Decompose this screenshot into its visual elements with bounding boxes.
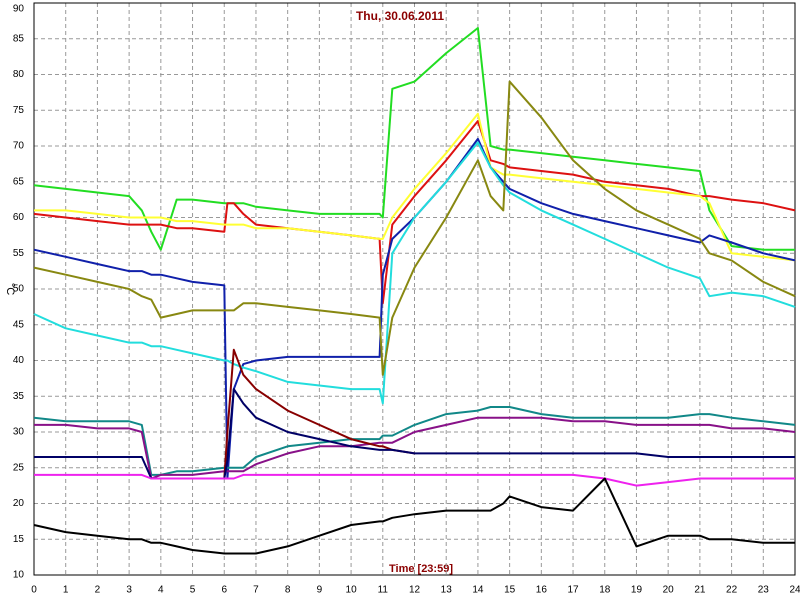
y-tick-label: 35: [13, 391, 25, 402]
x-axis-label: Time [23:59]: [389, 563, 453, 575]
series-line: [33, 27, 795, 251]
x-tick-label: 11: [378, 585, 389, 596]
y-tick-label: 10: [13, 570, 25, 581]
series-line: [34, 112, 796, 262]
y-tick-label: 70: [13, 141, 25, 152]
x-tick-label: 1: [63, 585, 69, 596]
x-tick-label: 10: [346, 585, 358, 596]
series-line: [33, 141, 796, 405]
y-tick-label: 40: [13, 355, 25, 366]
y-tick-label: 20: [13, 498, 25, 509]
y-tick-label: 90: [13, 4, 25, 15]
x-tick-label: 8: [285, 585, 291, 596]
x-tick-label: 13: [441, 585, 453, 596]
x-tick-label: 14: [472, 585, 484, 596]
y-tick-label: 30: [13, 427, 25, 438]
x-tick-label: 19: [631, 585, 643, 596]
x-tick-label: 5: [190, 585, 196, 596]
y-tick-label: 85: [13, 33, 25, 44]
series-line: [33, 137, 796, 480]
y-tick-label: 45: [13, 319, 25, 330]
x-tick-label: 3: [126, 585, 132, 596]
y-tick-label: 15: [13, 534, 25, 545]
x-tick-label: 15: [504, 585, 516, 596]
x-tick-label: 21: [694, 585, 706, 596]
x-tick-label: 4: [158, 585, 164, 596]
x-tick-label: 0: [31, 585, 37, 596]
y-tick-label: 25: [13, 462, 25, 473]
y-tick-label: 50: [13, 284, 25, 295]
chart-title: Thu, 30.06.2011: [356, 9, 444, 23]
x-tick-label: 7: [253, 585, 259, 596]
x-tick-label: 23: [758, 585, 770, 596]
x-tick-label: 12: [409, 585, 421, 596]
series-line: [34, 416, 796, 480]
plot-frame: [33, 2, 796, 576]
x-tick-label: 24: [789, 585, 800, 596]
x-tick-label: 2: [95, 585, 101, 596]
x-tick-label: 9: [317, 585, 323, 596]
series-line: [34, 473, 795, 487]
x-tick-label: 6: [221, 585, 227, 596]
series-line: [33, 477, 795, 555]
x-tick-label: 18: [599, 585, 611, 596]
x-tick-label: 22: [726, 585, 738, 596]
x-tick-label: 16: [536, 585, 548, 596]
y-tick-label: 65: [13, 176, 25, 187]
x-tick-label: 17: [567, 585, 579, 596]
series-line: [33, 120, 796, 305]
y-tick-label: 75: [13, 105, 25, 116]
y-axis-label: °C: [4, 283, 16, 295]
y-tick-label: 60: [13, 212, 25, 223]
y-tick-label: 80: [13, 69, 25, 80]
series-line: [33, 80, 796, 376]
y-tick-label: 55: [13, 248, 25, 259]
x-tick-label: 20: [663, 585, 675, 596]
